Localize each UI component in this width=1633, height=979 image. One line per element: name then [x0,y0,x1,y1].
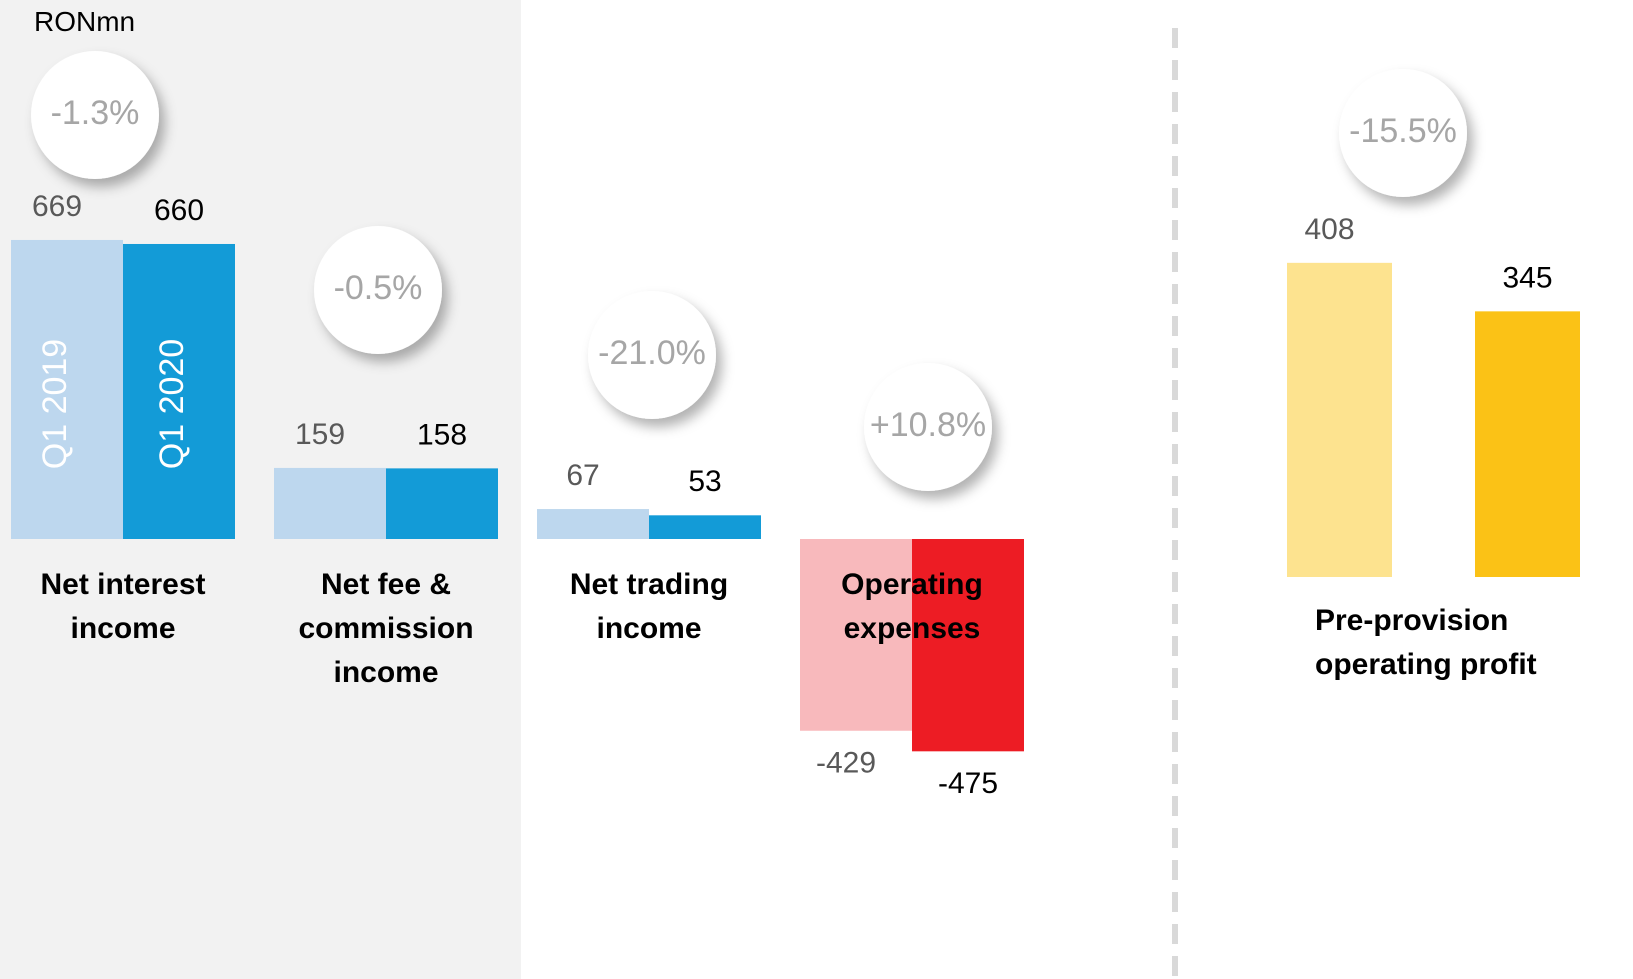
bar [800,539,912,731]
bar [649,515,761,539]
bar [912,539,1024,752]
change-bubble [1339,69,1467,197]
change-bubble [588,291,716,419]
change-label: -21.0% [598,334,706,372]
change-label: +10.8% [870,406,986,444]
bar [537,509,649,539]
change-label: -15.5% [1349,112,1457,150]
category-label: Pre-provision operating profit [1315,604,1537,681]
value-label: 158 [417,418,467,451]
value-label: -475 [938,767,998,800]
value-label: 408 [1304,213,1354,246]
category-label: Net fee & commission income [298,568,474,689]
series-label: Q1 2020 [153,339,191,469]
change-bubble [314,226,442,354]
value-label: 345 [1502,261,1552,294]
category-label: Operating expenses [841,568,983,645]
change-bubble [31,51,159,179]
category-label: Net trading income [569,568,729,645]
bar [11,239,123,539]
bar [123,243,235,540]
category-label: Net interest income [40,568,206,645]
change-label: -1.3% [51,94,140,132]
value-label: -429 [816,747,876,780]
bar [386,468,498,539]
value-label: 660 [154,194,204,227]
change-bubble [864,363,992,491]
bar [1475,311,1580,577]
change-label: -0.5% [334,269,423,307]
unit-label: RONmn [34,6,136,37]
value-label: 669 [32,190,82,223]
value-label: 53 [688,465,721,498]
value-label: 67 [566,459,599,492]
bar [1287,262,1392,577]
value-label: 159 [295,418,345,451]
bar [274,467,386,539]
series-label: Q1 2019 [36,339,74,469]
